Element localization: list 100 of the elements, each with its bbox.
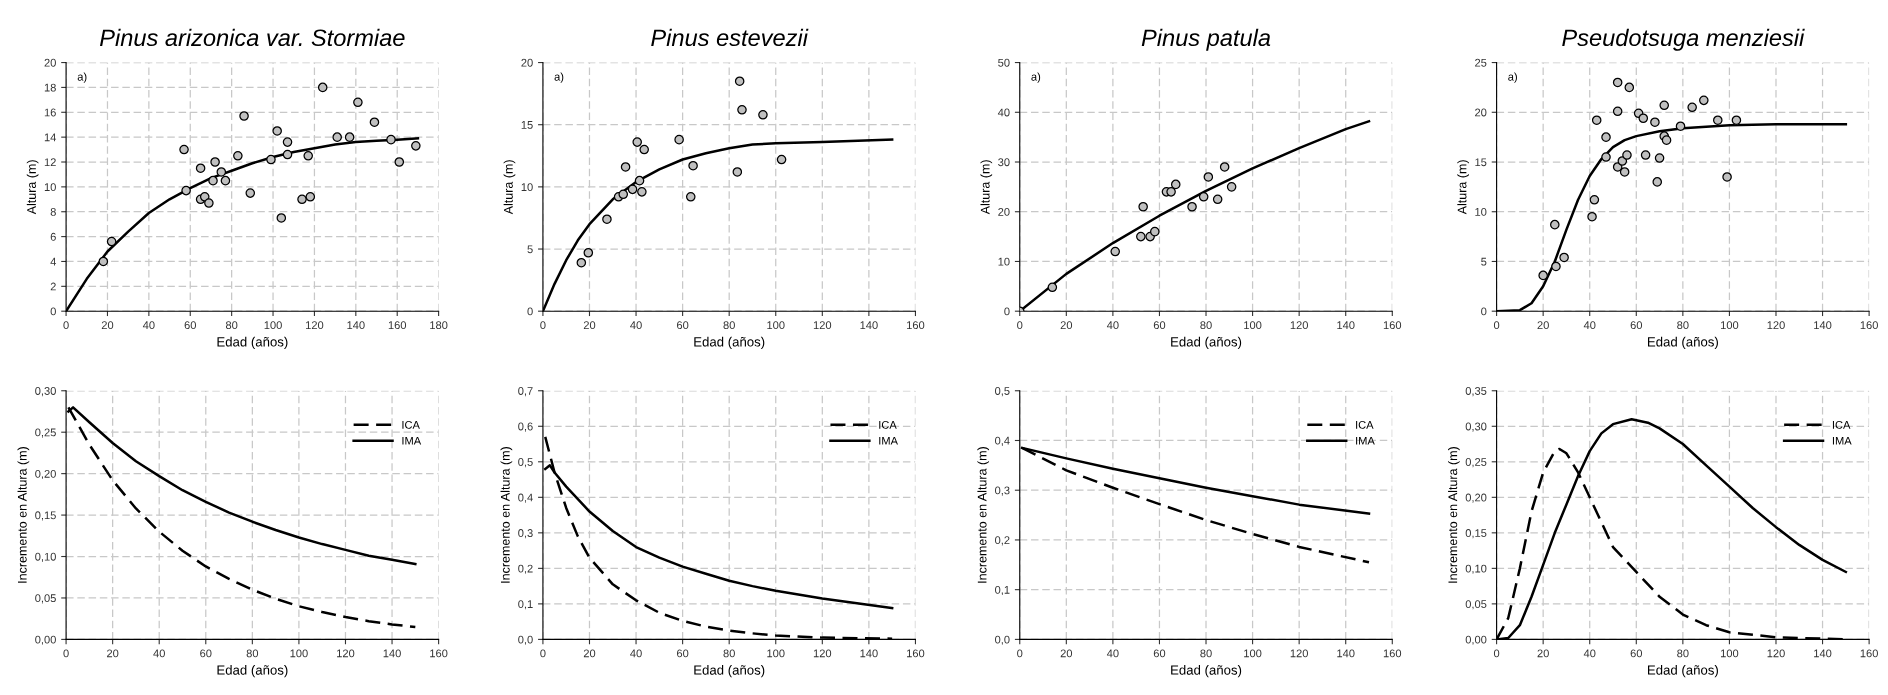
x-tick-label: 0 <box>540 649 546 658</box>
point <box>344 132 355 142</box>
point <box>639 144 649 155</box>
point <box>1687 102 1697 113</box>
x-tick-label: 120 <box>306 321 324 330</box>
x-tick-label: 40 <box>1583 321 1596 330</box>
annotation: a) <box>77 72 87 83</box>
point <box>266 154 276 165</box>
point <box>1212 194 1223 205</box>
y-axis-title: Altura (m) <box>1457 160 1469 215</box>
point <box>674 134 684 145</box>
x-tick-label: 80 <box>723 321 735 330</box>
point <box>303 150 314 161</box>
y-tick-label: 0,1 <box>518 600 533 610</box>
x-tick-label: 100 <box>264 321 282 330</box>
x-tick-label: 100 <box>1244 649 1262 658</box>
x-tick-label: 160 <box>1860 649 1878 658</box>
point <box>618 189 629 200</box>
x-tick-label: 0 <box>1493 321 1500 330</box>
point <box>1538 270 1548 281</box>
point <box>1619 167 1630 177</box>
y-tick-label: 0 <box>1004 307 1010 316</box>
x-tick-label: 40 <box>153 649 165 658</box>
y-tick-label: 14 <box>44 133 57 142</box>
y-tick-label: 10 <box>44 183 56 192</box>
y-tick-label: 20 <box>44 58 56 67</box>
x-axis-title: Edad (años) <box>217 665 288 678</box>
point <box>776 154 787 165</box>
x-tick-label: 60 <box>1153 321 1166 330</box>
legend-label: IMA <box>1832 436 1852 445</box>
legend-label: ICA <box>1832 420 1851 429</box>
x-tick-label: 20 <box>1537 649 1549 658</box>
point <box>297 194 307 205</box>
y-tick-label: 5 <box>527 245 533 254</box>
x-tick-label: 40 <box>630 321 642 330</box>
point <box>210 157 220 167</box>
point <box>1601 132 1611 142</box>
x-tick-label: 120 <box>337 649 355 658</box>
x-tick-label: 80 <box>246 649 259 658</box>
annotation: a) <box>1031 72 1041 83</box>
y-tick-label: 20 <box>1475 108 1487 117</box>
point <box>208 175 218 186</box>
y-tick-label: 6 <box>50 232 56 241</box>
y-tick-label: 20 <box>521 58 533 67</box>
y-axis-title: Altura (m) <box>980 160 993 215</box>
point <box>602 214 612 224</box>
x-tick-label: 140 <box>1337 321 1355 330</box>
y-tick-label: 0,4 <box>518 493 533 503</box>
point <box>1638 113 1649 124</box>
x-tick-label: 80 <box>1200 649 1212 658</box>
y-tick-label: 0,25 <box>1465 458 1487 468</box>
x-tick-label: 40 <box>1583 649 1596 658</box>
y-tick-label: 8 <box>50 208 56 216</box>
point <box>583 247 594 258</box>
y-tick-label: 0,25 <box>35 428 56 438</box>
x-tick-label: 100 <box>290 649 308 658</box>
x-tick-label: 120 <box>813 321 832 330</box>
x-tick-label: 120 <box>1290 649 1308 658</box>
point <box>1675 121 1686 131</box>
point <box>688 160 698 171</box>
point <box>204 198 214 208</box>
y-tick-label: 10 <box>998 257 1010 266</box>
point <box>239 111 249 121</box>
point <box>1591 115 1602 126</box>
x-tick-label: 160 <box>907 649 925 658</box>
x-tick-label: 20 <box>1537 321 1549 330</box>
point <box>1654 153 1665 163</box>
x-tick-label: 20 <box>107 649 119 658</box>
x-tick-label: 80 <box>1200 321 1212 330</box>
y-tick-label: 25 <box>1475 58 1487 67</box>
point <box>353 97 363 108</box>
x-axis-title: Edad (años) <box>694 336 765 350</box>
x-tick-label: 60 <box>677 649 689 658</box>
x-tick-label: 80 <box>1677 321 1689 330</box>
point <box>1166 187 1176 197</box>
y-tick-label: 0,35 <box>1465 387 1487 397</box>
y-tick-label: 0,15 <box>35 511 56 521</box>
y-axis-title: Altura (m) <box>503 160 516 215</box>
y-axis-title: Incremento en Altura (m) <box>1448 447 1460 583</box>
y-tick-label: 4 <box>50 257 57 266</box>
y-tick-label: 0,7 <box>518 387 533 397</box>
point <box>1110 246 1121 257</box>
y-tick-label: 0,00 <box>1465 635 1487 645</box>
y-tick-label: 2 <box>50 282 56 291</box>
x-tick-label: 60 <box>1630 649 1643 658</box>
annotation: a) <box>554 72 564 83</box>
y-tick-label: 0,3 <box>995 486 1010 496</box>
x-tick-label: 140 <box>860 321 878 330</box>
x-tick-label: 40 <box>142 321 155 330</box>
x-tick-label: 140 <box>860 649 878 658</box>
point <box>386 134 396 145</box>
point <box>634 175 645 186</box>
x-tick-label: 0 <box>540 321 546 330</box>
point <box>179 144 189 155</box>
x-axis-title: Edad (años) <box>1171 665 1242 678</box>
y-tick-label: 0,10 <box>1465 564 1487 574</box>
y-tick-label: 18 <box>44 83 56 92</box>
y-tick-label: 0,30 <box>1465 422 1487 432</box>
chart-title: Pinus arizonica var. Stormiae <box>99 28 405 47</box>
y-axis-title: Altura (m) <box>26 160 39 215</box>
